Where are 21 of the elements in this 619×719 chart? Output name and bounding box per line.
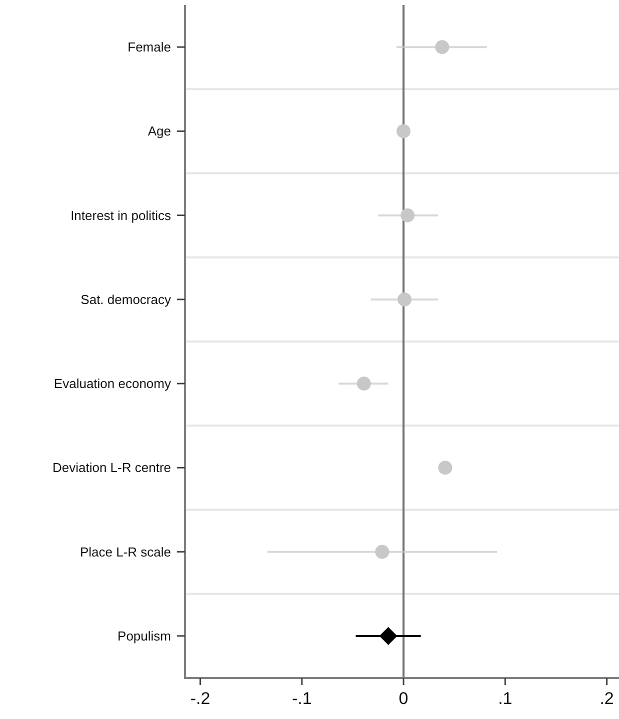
y-tick-label: Female bbox=[128, 40, 171, 55]
y-tick-label: Place L-R scale bbox=[80, 544, 171, 560]
x-tick-label: .1 bbox=[498, 689, 512, 708]
point bbox=[396, 124, 411, 138]
x-tick-label: 0 bbox=[398, 689, 408, 708]
y-tick-label: Interest in politics bbox=[70, 208, 172, 223]
y-tick-label: Populism bbox=[118, 628, 171, 644]
y-tick-label: Evaluation economy bbox=[54, 376, 172, 392]
point bbox=[435, 40, 450, 54]
point bbox=[356, 376, 371, 391]
y-tick-label: Age bbox=[148, 124, 171, 139]
point bbox=[398, 292, 412, 306]
point bbox=[400, 208, 415, 222]
x-tick-label: -.1 bbox=[292, 689, 312, 708]
point bbox=[375, 544, 390, 559]
y-tick-label: Deviation L-R centre bbox=[52, 460, 171, 476]
x-tick-label: -.2 bbox=[190, 689, 210, 708]
point bbox=[379, 626, 398, 645]
point bbox=[438, 460, 452, 475]
x-tick-label: .2 bbox=[600, 689, 614, 708]
y-tick-label: Sat. democracy bbox=[80, 292, 172, 307]
